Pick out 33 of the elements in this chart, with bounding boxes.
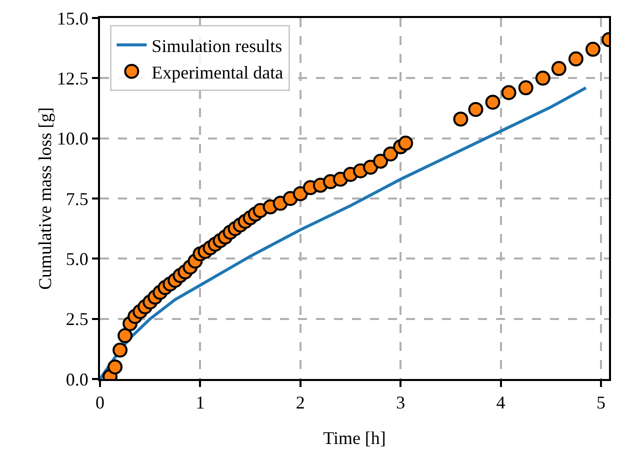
y-tick-label: 7.5 (66, 188, 88, 209)
point (485, 94, 500, 110)
x-tick-label: 1 (196, 392, 205, 413)
point (383, 146, 398, 162)
legend-label: Experimental data (152, 62, 284, 82)
x-tick-label: 3 (396, 392, 406, 413)
line-series (100, 86, 588, 379)
point (585, 42, 600, 57)
x-tick-label: 5 (596, 392, 606, 413)
y-axis-title: Cumulative mass loss [g] (34, 107, 55, 290)
point (373, 154, 388, 169)
point (518, 80, 534, 96)
point (568, 51, 584, 66)
point (453, 112, 468, 127)
y-tick-label: 5.0 (66, 248, 88, 269)
y-tick-label: 10.0 (56, 128, 88, 149)
point (551, 61, 566, 76)
point (112, 342, 128, 358)
x-tick-label: 2 (296, 392, 305, 413)
x-tick-label: 4 (496, 392, 506, 413)
y-tick-label: 15.0 (56, 8, 88, 28)
point (468, 102, 484, 117)
y-tick-label: 12.5 (56, 68, 88, 88)
point (501, 85, 516, 100)
x-axis-title: Time [h] (323, 428, 386, 448)
y-tick-label: 0.0 (66, 369, 88, 390)
point (108, 359, 123, 374)
y-tick-label: 2.5 (66, 309, 88, 330)
legend-label: Simulation results (152, 36, 282, 56)
x-tick-label: 0 (96, 392, 104, 413)
point (118, 328, 133, 344)
point (398, 136, 414, 151)
point (535, 70, 550, 86)
